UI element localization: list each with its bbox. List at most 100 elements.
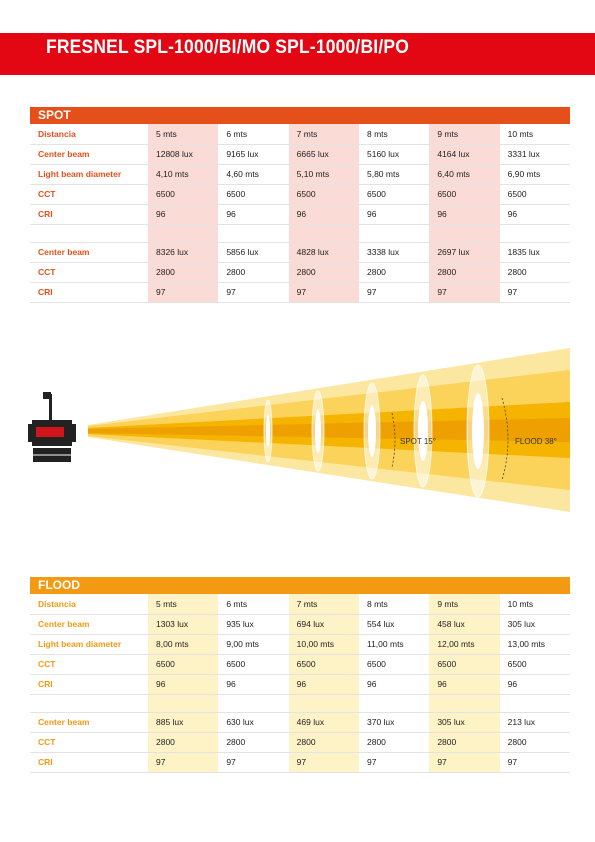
row-label: Light beam diameter <box>30 164 148 185</box>
page-title: FRESNEL SPL-1000/BI/MO SPL-1000/BI/PO <box>46 37 409 58</box>
table-cell: 1835 lux <box>499 242 570 263</box>
table-row <box>30 224 570 243</box>
row-label: Light beam diameter <box>30 634 148 655</box>
spot-heading: SPOT <box>30 107 570 124</box>
table-row: Distancia 5 mts 6 mts 7 mts 8 mts 9 mts 10 mts <box>30 594 570 615</box>
table-cell: 4164 lux <box>429 144 500 165</box>
table-cell: 13,00 mts <box>499 634 570 655</box>
table-cell: 5 mts <box>148 124 219 145</box>
table-cell: 2800 <box>288 262 359 283</box>
table-row: CCT 6500 6500 6500 6500 6500 6500 <box>30 184 570 205</box>
row-label: CCT <box>30 654 148 675</box>
table-row: CCT 2800 2800 2800 2800 2800 2800 <box>30 732 570 753</box>
row-label <box>30 694 148 713</box>
table-row: Center beam 885 lux 630 lux 469 lux 370 lux 3… <box>30 712 570 733</box>
table-cell: 4,10 mts <box>148 164 219 185</box>
table-cell <box>288 694 359 713</box>
table-cell: 97 <box>358 752 430 773</box>
table-cell: 6500 <box>288 654 359 675</box>
table-cell: 935 lux <box>218 614 289 635</box>
table-cell: 96 <box>148 204 219 225</box>
flood-heading: FLOOD <box>30 577 570 594</box>
table-cell: 8326 lux <box>148 242 219 263</box>
table-row <box>30 694 570 713</box>
title-banner: FRESNEL SPL-1000/BI/MO SPL-1000/BI/PO <box>0 33 595 75</box>
row-label: Center beam <box>30 614 148 635</box>
table-cell <box>429 694 500 713</box>
flood-angle-label: FLOOD 38° <box>515 437 557 446</box>
table-cell: 10 mts <box>499 124 570 145</box>
spot-angle-arc <box>391 412 396 468</box>
table-cell: 2800 <box>358 732 430 753</box>
table-cell: 96 <box>148 674 219 695</box>
table-cell: 6500 <box>218 184 289 205</box>
beam-ellipse-core <box>418 401 428 461</box>
table-row: CCT 6500 6500 6500 6500 6500 6500 <box>30 654 570 675</box>
table-row: CRI 96 96 96 96 96 96 <box>30 674 570 695</box>
table-cell: 1303 lux <box>148 614 219 635</box>
table-cell: 96 <box>429 674 500 695</box>
table-cell: 8,00 mts <box>148 634 219 655</box>
table-cell: 6665 lux <box>288 144 359 165</box>
row-label: Distancia <box>30 594 148 615</box>
table-row: Light beam diameter 4,10 mts 4,60 mts 5,10 … <box>30 164 570 185</box>
row-label: CRI <box>30 752 148 773</box>
table-cell: 97 <box>288 282 359 303</box>
table-cell: 2800 <box>218 732 289 753</box>
table-cell: 96 <box>218 674 289 695</box>
table-cell: 6500 <box>148 654 219 675</box>
table-row: Light beam diameter 8,00 mts 9,00 mts 10,00… <box>30 634 570 655</box>
table-cell: 2697 lux <box>429 242 500 263</box>
table-cell: 630 lux <box>218 712 289 733</box>
table-cell: 2800 <box>148 732 219 753</box>
table-cell: 10 mts <box>499 594 570 615</box>
row-label: CRI <box>30 674 148 695</box>
table-cell: 5856 lux <box>218 242 289 263</box>
beam-ellipse-core <box>315 409 321 453</box>
table-cell: 5 mts <box>148 594 219 615</box>
table-cell: 5,10 mts <box>288 164 359 185</box>
table-row: Center beam 1303 lux 935 lux 694 lux 554 lux… <box>30 614 570 635</box>
table-cell: 12808 lux <box>148 144 219 165</box>
table-cell: 370 lux <box>358 712 430 733</box>
table-cell: 6500 <box>218 654 289 675</box>
table-cell: 10,00 mts <box>288 634 359 655</box>
table-cell: 96 <box>218 204 289 225</box>
table-row: Distancia 5 mts 6 mts 7 mts 8 mts 9 mts 10 mts <box>30 124 570 145</box>
table-cell: 6500 <box>358 654 430 675</box>
table-cell: 97 <box>218 282 289 303</box>
table-cell: 4828 lux <box>288 242 359 263</box>
table-cell <box>358 694 430 713</box>
table-cell: 6500 <box>288 184 359 205</box>
row-label: CRI <box>30 282 148 303</box>
table-cell <box>218 224 289 243</box>
table-cell: 6500 <box>499 184 570 205</box>
row-label: CCT <box>30 184 148 205</box>
row-label: CCT <box>30 732 148 753</box>
table-cell: 97 <box>148 282 219 303</box>
row-label: Center beam <box>30 144 148 165</box>
table-row: Center beam 12808 lux 9165 lux 6665 lux 5160… <box>30 144 570 165</box>
table-row: CCT 2800 2800 2800 2800 2800 2800 <box>30 262 570 283</box>
table-cell: 3331 lux <box>499 144 570 165</box>
table-row: CRI 96 96 96 96 96 96 <box>30 204 570 225</box>
table-cell: 305 lux <box>429 712 500 733</box>
table-cell: 694 lux <box>288 614 359 635</box>
table-cell: 2800 <box>358 262 430 283</box>
row-label: Center beam <box>30 242 148 263</box>
table-row: Center beam 8326 lux 5856 lux 4828 lux 3338 … <box>30 242 570 263</box>
table-cell: 2800 <box>218 262 289 283</box>
table-cell: 96 <box>358 674 430 695</box>
table-cell: 97 <box>499 282 570 303</box>
table-cell: 9 mts <box>429 124 500 145</box>
table-cell: 6500 <box>148 184 219 205</box>
table-cell: 554 lux <box>358 614 430 635</box>
beam-ellipse-core <box>472 393 484 469</box>
row-label: Distancia <box>30 124 148 145</box>
table-cell: 6,90 mts <box>499 164 570 185</box>
table-cell: 12,00 mts <box>429 634 500 655</box>
table-cell: 9 mts <box>429 594 500 615</box>
table-cell: 96 <box>288 204 359 225</box>
fresnel-lamp-icon <box>28 392 76 462</box>
table-cell: 96 <box>429 204 500 225</box>
